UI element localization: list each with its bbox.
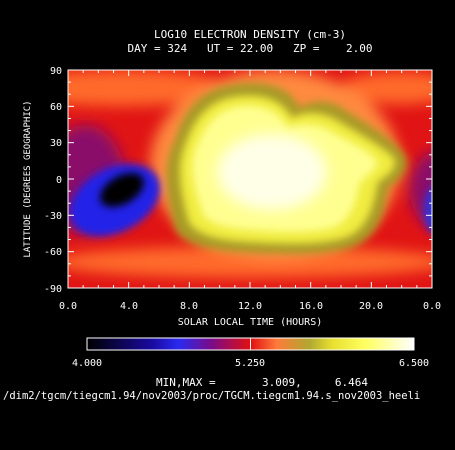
colorbar-mid-label: 5.250 — [235, 358, 265, 369]
black-minimum — [100, 172, 144, 208]
colorbar-min-label: 4.000 — [72, 358, 102, 369]
north-band-east — [340, 72, 432, 104]
south-band — [68, 246, 432, 278]
chart-subtitle: DAY = 324 UT = 22.00 ZP = 2.00 — [127, 42, 372, 55]
heatmap-field — [68, 70, 432, 288]
y-tick-label-3: 0 — [56, 175, 62, 186]
x-tick-label-4: 16.0 — [299, 301, 323, 312]
x-tick-label-1: 4.0 — [120, 301, 138, 312]
y-tick-label-1: 60 — [50, 102, 62, 113]
x-tick-label-0: 0.0 — [59, 301, 77, 312]
source-file-path: /dim2/tgcm/tiegcm1.94/nov2003/proc/TGCM.… — [3, 390, 420, 402]
colorbar-max-label: 6.500 — [399, 358, 429, 369]
x-tick-label-5: 20.0 — [359, 301, 383, 312]
minmax-readout: MIN,MAX = 3.009, 6.464 — [156, 376, 368, 389]
y-tick-marks — [68, 69, 432, 289]
y-tick-label-5: -60 — [44, 247, 62, 258]
y-tick-label-6: -90 — [44, 284, 62, 295]
white-peak — [217, 134, 327, 210]
chart-title: LOG10 ELECTRON DENSITY (cm-3) — [154, 28, 346, 41]
x-tick-label-6: 0.0 — [423, 301, 441, 312]
x-axis-label: SOLAR LOCAL TIME (HOURS) — [178, 317, 323, 328]
east-blue — [424, 187, 432, 233]
x-tick-label-2: 8.0 — [180, 301, 198, 312]
y-tick-label-2: 30 — [50, 138, 62, 149]
y-tick-label-0: 90 — [50, 66, 62, 77]
y-tick-label-4: -30 — [44, 211, 62, 222]
y-axis-label: LATITUDE (DEGREES GEOGRAPHIC) — [23, 100, 33, 257]
x-tick-marks — [67, 70, 433, 288]
x-tick-label-3: 12.0 — [238, 301, 262, 312]
